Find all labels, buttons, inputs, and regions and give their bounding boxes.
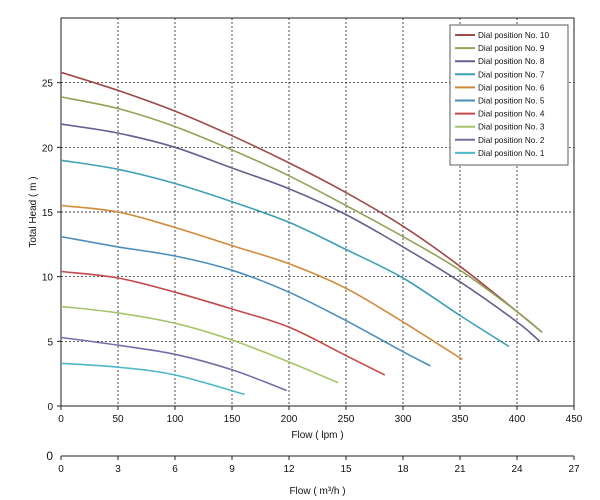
x-tick-label: 150 xyxy=(224,414,241,425)
legend-entry: Dial position No. 5 xyxy=(478,97,545,106)
legend-entry: Dial position No. 7 xyxy=(478,70,545,79)
series-lines xyxy=(60,71,543,396)
x-tick-label: 350 xyxy=(452,414,469,425)
series-line-dial-1 xyxy=(60,362,245,396)
legend-entry: Dial position No. 10 xyxy=(478,31,549,40)
y-tick-label: 25 xyxy=(42,79,54,90)
x-axis-label: Flow ( lpm ) xyxy=(291,430,343,441)
x-tick-label: 200 xyxy=(281,414,298,425)
secondary-x-tick-label: 15 xyxy=(340,464,352,475)
series-line-dial-5 xyxy=(60,235,431,367)
secondary-axis-zero-tick: 0 xyxy=(46,449,53,463)
x-tick-label: 50 xyxy=(112,414,124,425)
y-tick-label: 0 xyxy=(47,402,53,413)
series-line-dial-7 xyxy=(60,159,510,348)
secondary-x-tick-label: 3 xyxy=(115,464,121,475)
x-tick-label: 450 xyxy=(566,414,583,425)
series-line-dial-4 xyxy=(60,270,386,376)
legend-entry: Dial position No. 2 xyxy=(478,136,545,145)
series-line-dial-8 xyxy=(60,123,541,342)
y-tick-label: 10 xyxy=(42,273,54,284)
legend-entry: Dial position No. 1 xyxy=(478,149,545,158)
series-line-dial-9 xyxy=(60,96,543,333)
x-tick-label: 0 xyxy=(58,414,64,425)
x-tick-label: 400 xyxy=(509,414,526,425)
x-tick-label: 250 xyxy=(338,414,355,425)
secondary-x-axis-label: Flow ( m³/h ) xyxy=(289,486,345,497)
y-axis-label: Total Head ( m ) xyxy=(28,176,39,247)
secondary-x-tick-label: 21 xyxy=(454,464,466,475)
secondary-x-tick-label: 18 xyxy=(397,464,409,475)
legend-entry: Dial position No. 6 xyxy=(478,83,545,92)
legend-entry: Dial position No. 8 xyxy=(478,57,545,66)
legend-entry: Dial position No. 3 xyxy=(478,123,545,132)
secondary-x-tick-label: 9 xyxy=(229,464,235,475)
legend-entry: Dial position No. 9 xyxy=(478,44,545,53)
secondary-x-tick-label: 0 xyxy=(58,464,64,475)
secondary-x-tick-label: 27 xyxy=(568,464,580,475)
series-line-dial-6 xyxy=(60,204,463,361)
secondary-x-tick-label: 24 xyxy=(511,464,523,475)
x-tick-label: 300 xyxy=(395,414,412,425)
y-tick-label: 20 xyxy=(42,143,54,154)
y-tick-label: 15 xyxy=(42,208,54,219)
y-tick-label: 5 xyxy=(47,337,53,348)
secondary-x-tick-label: 12 xyxy=(283,464,295,475)
series-line-dial-2 xyxy=(60,336,287,392)
legend: Dial position No. 10 Dial position No. 9 D… xyxy=(449,24,569,166)
x-tick-label: 100 xyxy=(167,414,184,425)
secondary-x-tick-label: 6 xyxy=(172,464,178,475)
series-line-dial-10 xyxy=(60,71,543,333)
series-line-dial-3 xyxy=(60,305,339,384)
legend-entry: Dial position No. 4 xyxy=(478,110,545,119)
